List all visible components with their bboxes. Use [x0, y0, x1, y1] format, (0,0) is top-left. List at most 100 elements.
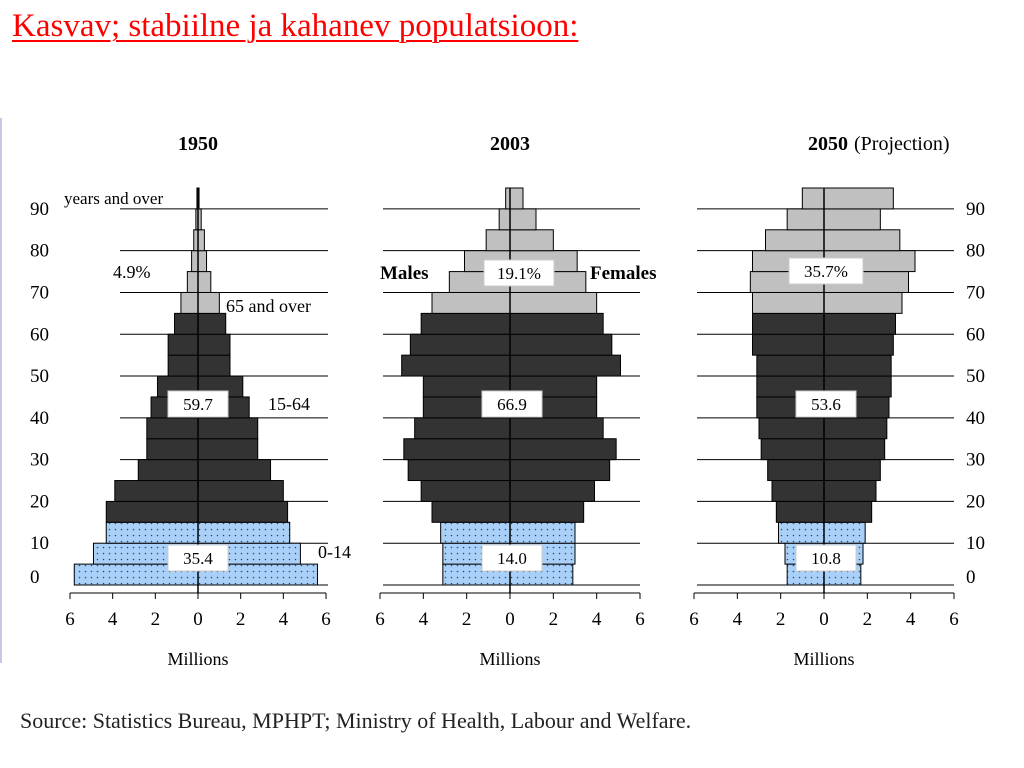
x-tick-label: 0	[193, 609, 203, 630]
value-label-children-2050: 10.8	[811, 549, 841, 568]
bar-female-30-34	[823, 438, 886, 461]
age-tick-label: 90	[966, 199, 985, 220]
age-tick-label: 10	[30, 533, 49, 554]
x-tick-label: 4	[906, 609, 916, 630]
panel-subtitle: (Projection)	[854, 133, 950, 155]
bar-male-50-54	[756, 354, 825, 377]
x-tick-label: 4	[419, 609, 429, 630]
bar-male-65-69	[752, 291, 825, 314]
value-label-children-1950-box	[167, 544, 229, 572]
x-tick-label: 6	[635, 609, 645, 630]
value-label-working-1950: 59.7	[183, 395, 213, 414]
x-axis-label: Millions	[793, 649, 854, 669]
bar-male-80-84	[765, 229, 825, 252]
value-label-working-2003-box	[481, 390, 543, 418]
annotation-15-64: 15-64	[268, 394, 310, 414]
age-tick-label: 70	[966, 282, 985, 303]
bar-male-50-54	[401, 354, 511, 377]
value-label-elderly-2050: 35.7%	[804, 262, 848, 281]
bar-female-80-84	[509, 229, 554, 252]
bar-male-60-64	[174, 312, 199, 335]
bar-male-35-39	[146, 417, 199, 440]
bar-female-35-39	[197, 417, 259, 440]
x-tick-label: 4	[733, 609, 743, 630]
age-tick-label: 20	[30, 491, 49, 512]
x-tick-label: 0	[505, 609, 515, 630]
bar-female-25-29	[509, 459, 611, 482]
bar-female-70-74	[197, 271, 212, 293]
age-tick-label: 0	[30, 567, 40, 588]
x-tick-label: 6	[321, 609, 331, 630]
bar-male-30-34	[760, 438, 825, 461]
bar-female-10-14	[197, 521, 291, 544]
bar-female-50-54	[197, 354, 231, 377]
bar-female-75-79	[197, 250, 208, 273]
bar-male-90+	[801, 187, 825, 210]
bar-male-15-19	[105, 500, 199, 523]
bar-male-25-29	[407, 459, 511, 482]
bar-female-35-39	[823, 417, 888, 440]
bar-female-60-64	[197, 312, 227, 335]
age-tick-label: 50	[966, 366, 985, 387]
value-label-elderly-2050-box	[788, 257, 864, 285]
bar-female-60-64	[823, 312, 896, 335]
value-label-working-2050-box	[795, 390, 857, 418]
slide-left-rule	[0, 118, 2, 663]
bar-female-35-39	[509, 417, 604, 440]
value-label-children-2003-box	[481, 544, 543, 572]
x-tick-label: 6	[689, 609, 699, 630]
bar-male-20-24	[420, 480, 511, 502]
x-axis-label: Millions	[479, 649, 540, 669]
x-tick-label: 2	[863, 609, 873, 630]
bar-female-30-34	[509, 438, 617, 461]
bar-male-85-89	[786, 208, 825, 231]
bar-male-55-59	[752, 333, 825, 356]
x-tick-label: 2	[549, 609, 559, 630]
bar-female-25-29	[197, 459, 272, 482]
source-note: Source: Statistics Bureau, MPHPT; Minist…	[20, 708, 692, 733]
panel-title: 2003	[490, 133, 530, 155]
age-tick-label: 40	[30, 408, 49, 429]
bar-male-80-84	[485, 229, 511, 252]
age-tick-label: 70	[30, 282, 49, 303]
value-label-children-2003: 14.0	[497, 549, 527, 568]
value-label-children-1950: 35.4	[183, 549, 213, 568]
x-axis-label: Millions	[167, 649, 228, 669]
bar-female-65-69	[197, 291, 220, 314]
bar-female-30-34	[197, 438, 259, 461]
value-label-working-2050: 53.6	[811, 395, 841, 414]
age-tick-label: 80	[30, 241, 49, 262]
bar-male-65-69	[431, 291, 511, 314]
x-tick-label: 4	[279, 609, 289, 630]
bar-male-75-79	[191, 250, 199, 273]
bar-male-50-54	[167, 354, 199, 377]
bar-female-65-69	[509, 291, 598, 314]
bar-male-20-24	[114, 480, 199, 502]
bar-female-15-19	[509, 500, 585, 523]
annotation-females: Females	[590, 263, 656, 284]
bar-female-80-84	[823, 229, 901, 252]
age-tick-label: 60	[30, 324, 49, 345]
age-tick-label: 90	[30, 199, 49, 220]
bar-male-10-14	[105, 521, 199, 544]
bar-male-85-89	[498, 208, 511, 231]
bar-male-55-59	[409, 333, 511, 356]
age-tick-label: 80	[966, 241, 985, 262]
x-tick-label: 6	[949, 609, 959, 630]
value-label-elderly-1950: 4.9%	[113, 262, 151, 282]
value-label-elderly-2003: 19.1%	[497, 264, 541, 283]
bar-male-15-19	[431, 500, 511, 523]
x-tick-label: 4	[592, 609, 602, 630]
panel-title: 1950	[178, 133, 218, 155]
bar-female-50-54	[823, 354, 892, 377]
x-tick-label: 6	[65, 609, 75, 630]
age-tick-label: 50	[30, 366, 49, 387]
bar-male-70-74	[186, 271, 199, 293]
bar-male-60-64	[752, 312, 825, 335]
age-tick-label: 30	[966, 450, 985, 471]
annotation-years-and-over: years and over	[64, 189, 163, 208]
bar-female-90+	[509, 187, 524, 210]
age-tick-label: 40	[966, 408, 985, 429]
bar-male-25-29	[137, 459, 199, 482]
